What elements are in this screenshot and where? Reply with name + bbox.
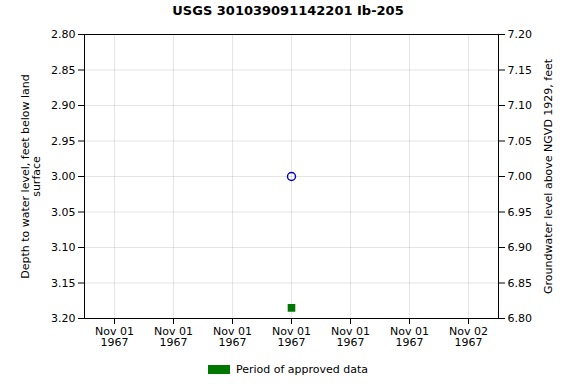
svg-text:7.10: 7.10 [508,99,533,112]
svg-text:6.90: 6.90 [508,241,533,254]
svg-text:Nov 011967: Nov 011967 [213,325,252,349]
svg-text:2.90: 2.90 [51,99,76,112]
svg-text:7.20: 7.20 [508,28,533,41]
svg-text:Nov 011967: Nov 011967 [390,325,429,349]
svg-text:Nov 021967: Nov 021967 [449,325,488,349]
html-text:Period of approved data: Period of approved data [235,362,369,376]
svg-text:2.85: 2.85 [51,64,76,77]
svg-text:3.10: 3.10 [51,241,76,254]
svg-text:7.15: 7.15 [508,64,533,77]
svg-text:2.80: 2.80 [51,28,76,41]
svg-text:Nov 011967: Nov 011967 [272,325,311,349]
svg-text:7.00: 7.00 [508,170,533,183]
svg-text:3.05: 3.05 [51,206,76,219]
svg-text:Nov 011967: Nov 011967 [95,325,134,349]
svg-text:2.95: 2.95 [51,135,76,148]
svg-text:3.20: 3.20 [51,312,76,325]
svg-text:Nov 011967: Nov 011967 [331,325,370,349]
svg-text:Nov 011967: Nov 011967 [154,325,193,349]
svg-text:3.15: 3.15 [51,277,76,290]
svg-text:Groundwater level above NGVD 1: Groundwater level above NGVD 1929, feet [542,58,555,294]
svg-text:Depth to water level, feet bel: Depth to water level, feet below landsur… [19,74,43,279]
svg-text:7.05: 7.05 [508,135,533,148]
svg-text:6.95: 6.95 [508,206,533,219]
svg-text:6.80: 6.80 [508,312,533,325]
html-text:USGS 301039091142201 Ib-205: USGS 301039091142201 Ib-205 [172,3,404,18]
svg-text:6.85: 6.85 [508,277,533,290]
svg-text:3.00: 3.00 [51,170,76,183]
